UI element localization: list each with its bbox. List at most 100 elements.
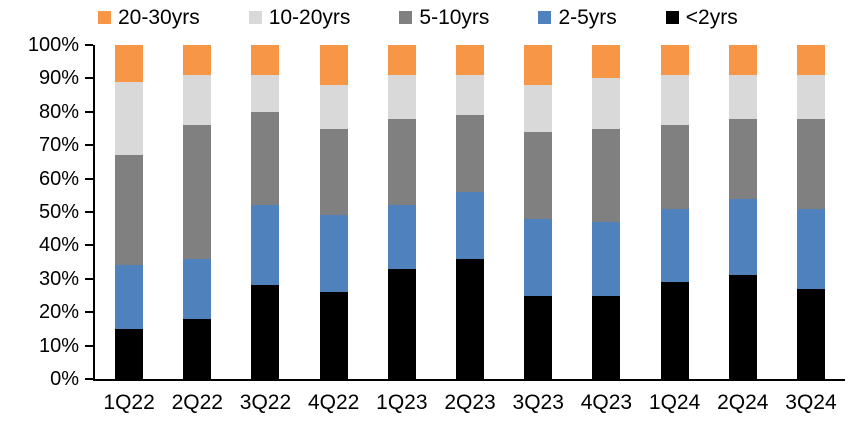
bar-segment-10-20yrs [592, 78, 621, 129]
stacked-bar-2Q24 [728, 45, 757, 379]
stacked-bar-1Q23 [387, 45, 416, 379]
bar-segment-lt2yrs [592, 295, 621, 379]
bar-segment-20-30yrs [387, 45, 416, 76]
x-tick-label: 1Q24 [648, 391, 701, 414]
bar-segment-20-30yrs [456, 45, 485, 76]
bars-container [95, 45, 845, 379]
bar-segment-2-5yrs [251, 205, 280, 286]
bar-segment-lt2yrs [251, 285, 280, 379]
bar-segment-lt2yrs [796, 288, 825, 379]
y-tick-mark [85, 311, 93, 314]
bar-segment-10-20yrs [728, 75, 757, 119]
bar-segment-20-30yrs [251, 45, 280, 76]
legend-item-10-20yrs: 10-20yrs [248, 6, 351, 29]
bar-segment-20-30yrs [115, 45, 144, 82]
bar-segment-lt2yrs [524, 295, 553, 379]
bar-segment-2-5yrs [524, 218, 553, 296]
bar-segment-lt2yrs [319, 292, 348, 379]
bar-segment-5-10yrs [319, 128, 348, 216]
plot-area [85, 44, 845, 381]
bar-segment-2-5yrs [387, 205, 416, 269]
bar-group-3Q23 [504, 45, 572, 379]
legend-label: <2yrs [685, 6, 738, 29]
x-tick-label: 2Q23 [444, 391, 496, 414]
bar-segment-20-30yrs [660, 45, 689, 76]
x-tick-label: 3Q22 [239, 391, 292, 414]
x-tick-label: 2Q22 [171, 391, 223, 414]
bar-segment-2-5yrs [660, 208, 689, 283]
y-tick-label: 40% [38, 234, 79, 257]
y-tick-mark [85, 378, 93, 380]
y-tick-label: 10% [38, 334, 79, 357]
bar-segment-10-20yrs [115, 81, 144, 156]
stacked-bar-1Q24 [660, 45, 689, 379]
bar-segment-20-30yrs [524, 45, 553, 86]
bar-segment-10-20yrs [660, 75, 689, 126]
bar-segment-5-10yrs [183, 125, 212, 259]
bar-segment-5-10yrs [251, 111, 280, 206]
legend: 20-30yrs 10-20yrs 5-10yrs 2-5yrs <2yrs [98, 7, 738, 28]
bar-segment-20-30yrs [728, 45, 757, 76]
bar-group-1Q23 [368, 45, 436, 379]
bar-segment-10-20yrs [524, 85, 553, 132]
bar-segment-2-5yrs [456, 191, 485, 259]
bar-segment-5-10yrs [592, 128, 621, 223]
bar-segment-lt2yrs [183, 318, 212, 379]
y-tick-label: 50% [38, 201, 79, 223]
bar-segment-2-5yrs [183, 258, 212, 319]
bar-segment-5-10yrs [728, 118, 757, 199]
bar-segment-lt2yrs [456, 258, 485, 379]
bar-segment-2-5yrs [115, 265, 144, 329]
bar-segment-2-5yrs [592, 222, 621, 296]
y-tick-mark [85, 277, 93, 280]
bar-segment-10-20yrs [183, 75, 212, 126]
x-tick-label: 4Q22 [307, 391, 360, 414]
bar-segment-5-10yrs [387, 118, 416, 206]
bar-group-2Q23 [436, 45, 504, 379]
y-tick-label: 80% [38, 100, 79, 123]
bar-segment-20-30yrs [183, 45, 212, 76]
legend-item-lt2yrs: <2yrs [665, 6, 738, 29]
bar-segment-20-30yrs [592, 45, 621, 79]
y-tick-label: 0% [50, 368, 79, 390]
x-tick-label: 2Q24 [717, 391, 769, 414]
bar-segment-5-10yrs [115, 155, 144, 266]
y-tick-mark [85, 211, 93, 213]
stacked-bar-2Q22 [183, 45, 212, 379]
y-tick-label: 60% [38, 167, 79, 190]
y-tick-label: 90% [38, 67, 79, 90]
bar-group-1Q22 [95, 45, 163, 379]
stacked-bar-4Q22 [319, 45, 348, 379]
bar-segment-10-20yrs [456, 75, 485, 116]
y-tick-mark [85, 144, 93, 147]
bar-group-2Q22 [163, 45, 231, 379]
bar-segment-5-10yrs [524, 131, 553, 219]
stacked-bar-1Q22 [115, 45, 144, 379]
legend-label: 2-5yrs [558, 6, 617, 29]
bar-group-4Q23 [572, 45, 640, 379]
legend-item-2-5yrs: 2-5yrs [538, 6, 617, 29]
bar-group-3Q22 [231, 45, 299, 379]
legend-swatch-icon [399, 11, 413, 24]
x-tick-label: 1Q22 [103, 391, 155, 414]
x-tick-label: 1Q23 [376, 391, 428, 414]
legend-label: 10-20yrs [268, 6, 351, 29]
bar-segment-5-10yrs [660, 125, 689, 209]
x-tick-label: 3Q24 [785, 391, 837, 414]
bar-segment-lt2yrs [115, 328, 144, 379]
stacked-bar-3Q22 [251, 45, 280, 379]
bar-segment-5-10yrs [456, 115, 485, 192]
bar-segment-lt2yrs [660, 282, 689, 379]
bar-segment-lt2yrs [387, 268, 416, 379]
bar-segment-5-10yrs [796, 118, 825, 209]
bar-segment-10-20yrs [796, 75, 825, 119]
legend-swatch-icon [665, 11, 679, 24]
bar-group-2Q24 [709, 45, 777, 379]
stacked-bar-2Q23 [456, 45, 485, 379]
x-axis-labels: 1Q22 2Q22 3Q22 4Q22 1Q23 2Q23 3Q23 4Q23 1Q24 2Q24… [95, 392, 845, 413]
legend-swatch-icon [98, 11, 111, 24]
legend-item-5-10yrs: 5-10yrs [399, 7, 489, 28]
legend-item-20-30yrs: 20-30yrs [98, 7, 200, 28]
stacked-bar-4Q23 [592, 45, 621, 379]
